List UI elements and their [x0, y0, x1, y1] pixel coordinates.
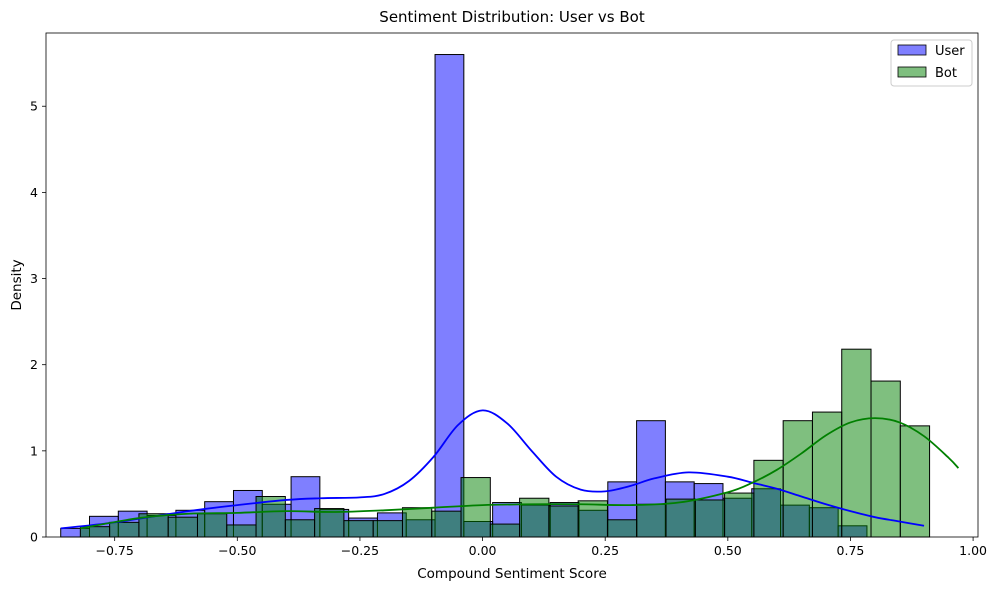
y-tick-label: 0 [30, 530, 38, 545]
histogram-bar-bot [636, 503, 667, 538]
axes-frame [45, 32, 979, 538]
y-tick-label: 4 [30, 185, 38, 200]
histogram-bar-bot [226, 524, 257, 538]
histogram-bar-bot [606, 519, 638, 538]
y-tick-label: 1 [30, 443, 38, 458]
x-tick-label: 0.00 [469, 543, 497, 558]
x-axis-label: Compound Sentiment Score [417, 566, 607, 582]
x-tick-label: 1.00 [959, 543, 987, 558]
histogram-bar-bot [489, 523, 521, 538]
histogram-bar-bot [401, 507, 433, 538]
kde-line-user [60, 409, 925, 530]
x-tick-label: −0.75 [96, 543, 134, 558]
histogram-bar-bot [724, 492, 755, 538]
x-tick-label: −0.50 [218, 543, 256, 558]
kde-layer [60, 409, 960, 530]
histogram-bar-bot [343, 520, 374, 538]
histogram-bar-bot [782, 420, 813, 538]
histogram-bar-bot [753, 459, 784, 538]
legend-swatch-bot [897, 66, 927, 78]
histogram-bar-bot [665, 498, 696, 538]
legend-label-bot: Bot [935, 66, 957, 81]
histogram-bar-bot [109, 521, 140, 538]
histogram-bar-bot [694, 499, 726, 538]
x-axis-ticks: −0.75 −0.50 −0.25 0.00 0.25 0.50 0.75 1.00 [96, 537, 987, 558]
y-tick-label: 3 [30, 271, 38, 286]
y-axis-label: Density [9, 259, 25, 310]
histogram-bar-bot [196, 513, 228, 538]
x-tick-label: −0.25 [341, 543, 379, 558]
histogram-bar-user [434, 54, 465, 538]
bars-layer [60, 54, 931, 538]
x-tick-label: 0.75 [837, 543, 865, 558]
histogram-bar-bot [284, 519, 316, 538]
legend-swatch-user [897, 44, 927, 56]
histogram-bar-bot [841, 348, 872, 538]
histogram-bar-bot [431, 510, 462, 538]
histogram-bar-bot [372, 520, 403, 538]
kde-line-bot [80, 417, 960, 530]
y-tick-label: 5 [30, 99, 38, 114]
y-tick-label: 2 [30, 357, 38, 372]
histogram-bar-bot [548, 505, 579, 538]
histogram-bar-bot [460, 477, 491, 538]
histogram-bar-bot [811, 411, 843, 538]
histogram-bar-bot [577, 500, 608, 538]
x-tick-label: 0.50 [714, 543, 742, 558]
legend: User Bot [890, 39, 973, 87]
histogram-bar-bot [870, 380, 901, 538]
y-axis-ticks: 0 1 2 3 4 5 [30, 99, 46, 545]
histogram-bar-bot [899, 425, 931, 538]
histogram-bar-bot [167, 516, 198, 538]
chart-title: Sentiment Distribution: User vs Bot [379, 8, 645, 26]
legend-label-user: User [935, 44, 965, 59]
x-tick-label: 0.25 [591, 543, 619, 558]
